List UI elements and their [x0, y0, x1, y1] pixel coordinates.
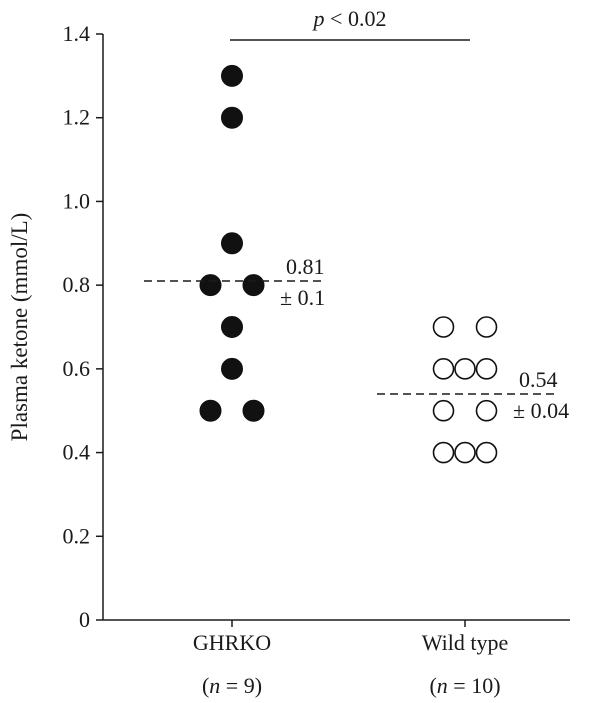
data-marks	[199, 64, 498, 464]
data-point-filled	[242, 399, 265, 422]
sd-label: ± 0.1	[280, 285, 325, 310]
y-tick-label: 1.2	[63, 105, 91, 130]
y-tick-label: 0.8	[63, 272, 91, 297]
y-tick-label: 1.0	[63, 188, 91, 213]
y-tick-label: 1.4	[63, 21, 91, 46]
annotations: 0.81 ± 0.1 0.54 ± 0.04 p < 0.02	[144, 6, 569, 423]
data-point-filled	[221, 232, 243, 255]
y-tick-label: 0.2	[63, 523, 91, 548]
x-category-label: GHRKO	[193, 630, 271, 655]
data-point-open	[432, 441, 455, 464]
data-point-open	[454, 441, 476, 464]
data-point-open	[432, 358, 455, 380]
data-point-filled	[221, 357, 243, 380]
sd-label: ± 0.04	[513, 398, 569, 423]
x-category-n-label: (n = 10)	[429, 673, 500, 698]
data-point-filled	[221, 316, 243, 338]
data-point-open	[475, 399, 498, 422]
data-point-open	[432, 399, 455, 422]
data-point-open	[475, 358, 498, 380]
mean-label: 0.81	[286, 254, 325, 279]
x-category-label: Wild type	[422, 630, 509, 655]
axes: 0 0.2 0.4 0.6 0.8 1.0 1.2 1.4 Plasma ketone (mmo…	[7, 21, 570, 698]
y-tick-label: 0	[79, 607, 90, 632]
data-point-filled	[199, 274, 222, 297]
significance-label: p < 0.02	[312, 6, 387, 31]
y-axis-title: Plasma ketone (mmol/L)	[7, 213, 32, 442]
data-point-open	[475, 441, 498, 464]
mean-label: 0.54	[519, 367, 558, 392]
y-tick-label: 0.6	[63, 356, 91, 381]
data-point-filled	[199, 399, 222, 422]
data-point-open	[432, 316, 455, 338]
data-point-filled	[221, 106, 243, 129]
x-category-n-label: (n = 9)	[202, 673, 262, 698]
data-point-filled	[221, 64, 243, 87]
data-point-filled	[242, 274, 265, 297]
data-point-open	[475, 316, 498, 338]
data-point-open	[454, 358, 476, 380]
y-tick-label: 0.4	[63, 440, 91, 465]
